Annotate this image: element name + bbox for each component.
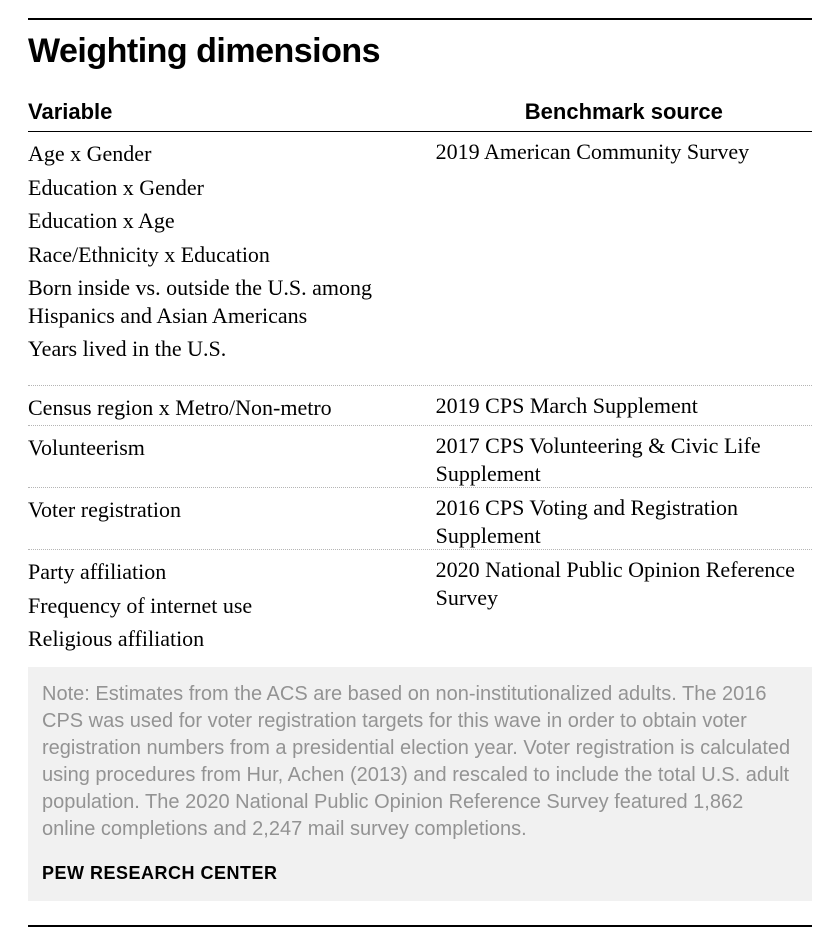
source-cell: 2016 CPS Voting and Registration Supplem… (436, 488, 812, 549)
table-group: Age x GenderEducation x GenderEducation … (28, 132, 812, 367)
variable-list: Party affiliationFrequency of internet u… (28, 556, 436, 657)
note-text: Note: Estimates from the ACS are based o… (42, 681, 798, 843)
variable-cell: Age x GenderEducation x GenderEducation … (28, 132, 436, 367)
variable-cell: Party affiliationFrequency of internet u… (28, 550, 436, 657)
top-rule (28, 18, 812, 20)
table-group: Voter registration2016 CPS Voting and Re… (28, 488, 812, 549)
variable-item: Census region x Metro/Non-metro (28, 392, 436, 426)
variable-item: Age x Gender (28, 138, 436, 172)
table-group: Party affiliationFrequency of internet u… (28, 550, 812, 657)
variable-item: Race/Ethnicity x Education (28, 239, 436, 273)
table-header-row: Variable Benchmark source (28, 99, 812, 132)
variable-list: Voter registration (28, 494, 436, 528)
variable-cell: Census region x Metro/Non-metro (28, 386, 436, 426)
weighting-table: Weighting dimensions Variable Benchmark … (0, 0, 840, 945)
variable-item: Education x Age (28, 205, 436, 239)
variable-list: Age x GenderEducation x GenderEducation … (28, 138, 436, 367)
source-cell: 2019 CPS March Supplement (436, 386, 812, 426)
variable-item: Years lived in the U.S. (28, 333, 436, 367)
bottom-rule (28, 925, 812, 927)
variable-list: Volunteerism (28, 432, 436, 466)
source-cell: 2017 CPS Volunteering & Civic Life Suppl… (436, 426, 812, 487)
variable-item: Voter registration (28, 494, 436, 528)
note-block: Note: Estimates from the ACS are based o… (28, 667, 812, 901)
dimensions-table: Variable Benchmark source Age x GenderEd… (28, 99, 812, 657)
variable-list: Census region x Metro/Non-metro (28, 392, 436, 426)
attribution: PEW RESEARCH CENTER (42, 861, 798, 885)
page-title: Weighting dimensions (28, 32, 812, 71)
col-header-variable: Variable (28, 99, 436, 132)
table-group: Volunteerism2017 CPS Volunteering & Civi… (28, 426, 812, 487)
variable-item: Frequency of internet use (28, 590, 436, 624)
variable-item: Party affiliation (28, 556, 436, 590)
variable-item: Volunteerism (28, 432, 436, 466)
source-cell: 2019 American Community Survey (436, 132, 812, 367)
variable-item: Religious affiliation (28, 623, 436, 657)
table-group: Census region x Metro/Non-metro2019 CPS … (28, 386, 812, 426)
variable-cell: Voter registration (28, 488, 436, 549)
variable-item: Born inside vs. outside the U.S. among H… (28, 272, 436, 333)
variable-item: Education x Gender (28, 172, 436, 206)
col-header-source: Benchmark source (436, 99, 812, 132)
variable-cell: Volunteerism (28, 426, 436, 487)
source-cell: 2020 National Public Opinion Reference S… (436, 550, 812, 657)
group-gap (28, 367, 812, 385)
